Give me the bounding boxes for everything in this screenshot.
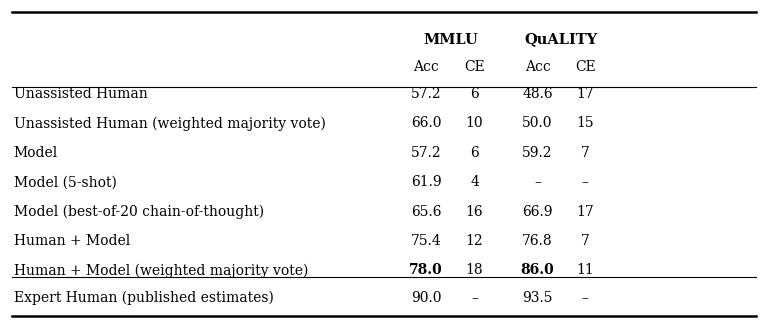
Text: Unassisted Human: Unassisted Human bbox=[14, 87, 147, 101]
Text: 16: 16 bbox=[466, 205, 483, 219]
Text: 78.0: 78.0 bbox=[409, 263, 443, 278]
Text: –: – bbox=[581, 175, 589, 189]
Text: 93.5: 93.5 bbox=[522, 291, 553, 305]
Text: Expert Human (published estimates): Expert Human (published estimates) bbox=[14, 291, 273, 305]
Text: 61.9: 61.9 bbox=[411, 175, 442, 189]
Text: 59.2: 59.2 bbox=[522, 146, 553, 160]
Text: Acc: Acc bbox=[525, 60, 551, 74]
Text: 86.0: 86.0 bbox=[521, 263, 554, 278]
Text: 15: 15 bbox=[577, 117, 594, 130]
Text: 66.0: 66.0 bbox=[411, 117, 442, 130]
Text: 66.9: 66.9 bbox=[522, 205, 553, 219]
Text: 12: 12 bbox=[466, 234, 483, 248]
Text: 75.4: 75.4 bbox=[411, 234, 442, 248]
Text: MMLU: MMLU bbox=[423, 33, 478, 47]
Text: 57.2: 57.2 bbox=[411, 146, 442, 160]
Text: 48.6: 48.6 bbox=[522, 87, 553, 101]
Text: 11: 11 bbox=[576, 263, 594, 278]
Text: 10: 10 bbox=[466, 117, 483, 130]
Text: 4: 4 bbox=[470, 175, 479, 189]
Text: 76.8: 76.8 bbox=[522, 234, 553, 248]
Text: 50.0: 50.0 bbox=[522, 117, 553, 130]
Text: Model (best-of-20 chain-of-thought): Model (best-of-20 chain-of-thought) bbox=[14, 205, 264, 219]
Text: Human + Model: Human + Model bbox=[14, 234, 130, 248]
Text: Acc: Acc bbox=[413, 60, 439, 74]
Text: 6: 6 bbox=[470, 87, 479, 101]
Text: 90.0: 90.0 bbox=[411, 291, 442, 305]
Text: Model (5-shot): Model (5-shot) bbox=[14, 175, 117, 189]
Text: 18: 18 bbox=[466, 263, 483, 278]
Text: 7: 7 bbox=[581, 234, 590, 248]
Text: 7: 7 bbox=[581, 146, 590, 160]
Text: 57.2: 57.2 bbox=[411, 87, 442, 101]
Text: Model: Model bbox=[14, 146, 58, 160]
Text: Unassisted Human (weighted majority vote): Unassisted Human (weighted majority vote… bbox=[14, 116, 326, 131]
Text: Human + Model (weighted majority vote): Human + Model (weighted majority vote) bbox=[14, 263, 308, 278]
Text: 6: 6 bbox=[470, 146, 479, 160]
Text: CE: CE bbox=[464, 60, 485, 74]
Text: 17: 17 bbox=[576, 205, 594, 219]
Text: 65.6: 65.6 bbox=[411, 205, 442, 219]
Text: –: – bbox=[581, 291, 589, 305]
Text: –: – bbox=[471, 291, 478, 305]
Text: QuALITY: QuALITY bbox=[525, 33, 598, 47]
Text: –: – bbox=[534, 175, 541, 189]
Text: 17: 17 bbox=[576, 87, 594, 101]
Text: CE: CE bbox=[574, 60, 596, 74]
